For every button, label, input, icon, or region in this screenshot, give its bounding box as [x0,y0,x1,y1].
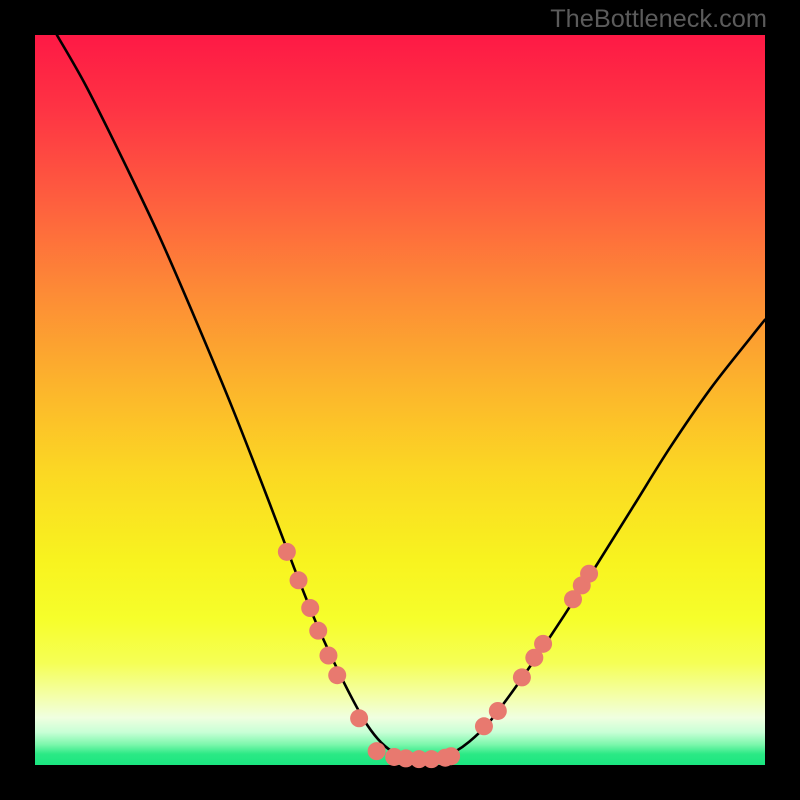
data-marker [350,709,368,727]
data-marker [513,668,531,686]
curve-layer [35,35,765,765]
data-marker [309,622,327,640]
data-marker [475,717,493,735]
data-marker [489,702,507,720]
data-marker [290,571,308,589]
data-marker [278,543,296,561]
chart-plot-area [35,35,765,765]
data-marker [442,747,460,765]
watermark-text: TheBottleneck.com [550,5,767,34]
data-marker [319,647,337,665]
data-marker [534,635,552,653]
data-marker [580,565,598,583]
data-marker [301,599,319,617]
data-marker [328,666,346,684]
bottleneck-curve [57,35,765,761]
data-marker [368,742,386,760]
